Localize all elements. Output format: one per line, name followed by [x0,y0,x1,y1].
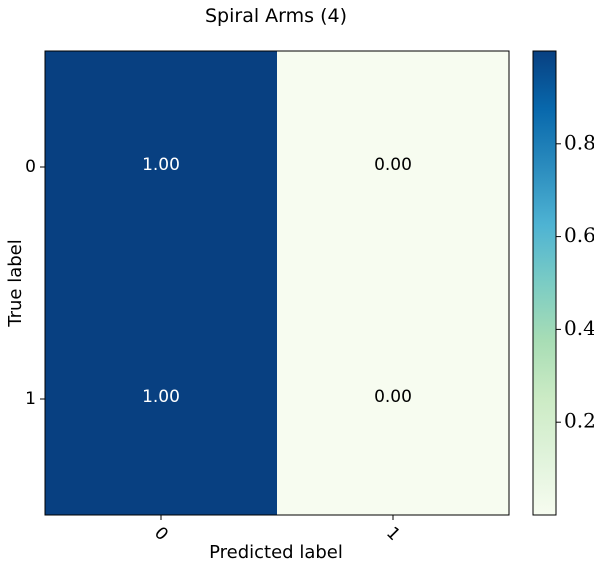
x-tick-label: 0 [150,523,172,545]
cell-value-label: 1.00 [142,387,180,407]
colorbar-ticks: 0.2 0.4 0.6 0.8 [556,130,594,433]
colorbar-tick-label: 0.4 [564,316,594,340]
y-axis-label: True label [5,239,26,328]
heatmap-cell [277,283,509,515]
colorbar [532,50,557,516]
y-axis-ticks: 01 [25,157,45,409]
y-tick-label: 1 [25,389,36,409]
colorbar-tick-label: 0.6 [564,223,594,247]
heatmap-cells: 1.00 0.00 1.00 0.00 [45,51,509,515]
heatmap-cell [45,51,277,283]
y-tick-label: 0 [25,157,36,177]
heatmap-frame [44,50,510,516]
chart-title: Spiral Arms (4) [205,5,347,27]
cell-value-label: 0.00 [374,387,412,407]
colorbar-tick-label: 0.8 [564,130,594,154]
heatmap-cell [45,283,277,515]
cell-value-label: 1.00 [142,155,180,175]
x-axis-label: Predicted label [209,542,343,563]
heatmap-cell [277,51,509,283]
cell-value-label: 0.00 [374,155,412,175]
x-tick-label: 1 [382,523,404,545]
colorbar-tick-label: 0.2 [564,409,594,433]
